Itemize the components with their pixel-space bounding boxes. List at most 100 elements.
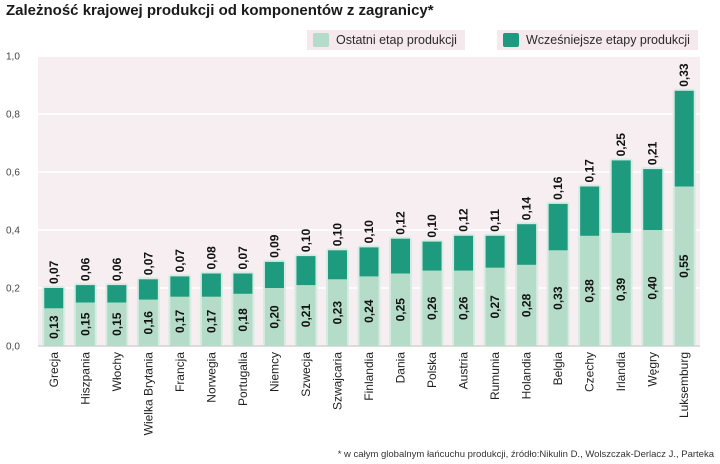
bar-segment-earlier-stages — [391, 238, 411, 274]
bar-segment-last-stage — [75, 302, 95, 346]
bar-segment-last-stage — [580, 235, 600, 346]
bar-value-label-earlier-stages: 0,33 — [677, 63, 691, 87]
bar-value-label-earlier-stages: 0,12 — [457, 208, 471, 232]
y-tick-label: 0,4 — [6, 226, 20, 237]
bar-value-label-last-stage: 0,33 — [551, 286, 565, 310]
bar-segment-last-stage — [485, 267, 505, 346]
bar-segment-earlier-stages — [201, 273, 221, 297]
bar-value-label-last-stage: 0,23 — [330, 301, 344, 325]
bar-segment-last-stage — [643, 230, 663, 346]
x-category-label: Szwecja — [299, 352, 313, 397]
bar-segment-last-stage — [422, 270, 442, 346]
legend-label-last-stage: Ostatni etap produkcji — [336, 33, 457, 47]
bar-value-label-earlier-stages: 0,10 — [330, 223, 344, 247]
bar-segment-earlier-stages — [327, 250, 347, 280]
x-category-label: Norwegia — [204, 352, 218, 403]
bar-value-label-last-stage: 0,21 — [299, 304, 313, 328]
bar-value-label-last-stage: 0,17 — [204, 309, 218, 333]
bar-segment-last-stage — [327, 279, 347, 346]
bar-value-label-last-stage: 0,15 — [78, 312, 92, 336]
bar-segment-earlier-stages — [485, 235, 505, 268]
bar-value-label-earlier-stages: 0,07 — [173, 249, 187, 273]
x-category-label: Francja — [173, 352, 187, 392]
y-tick-label: 0,6 — [6, 168, 20, 179]
bar-value-label-earlier-stages: 0,07 — [47, 260, 61, 284]
bar-segment-last-stage — [611, 232, 631, 346]
bar-segment-earlier-stages — [75, 285, 95, 303]
bar-segment-last-stage — [391, 273, 411, 346]
bar-value-label-last-stage: 0,24 — [362, 299, 376, 323]
bar-value-label-earlier-stages: 0,17 — [583, 159, 597, 183]
bar-segment-last-stage — [296, 285, 316, 346]
legend-item-last-stage: Ostatni etap produkcji — [307, 30, 465, 50]
bar-segment-last-stage — [44, 308, 64, 346]
bar-value-label-last-stage: 0,55 — [677, 254, 691, 278]
bar-value-label-earlier-stages: 0,16 — [551, 176, 565, 200]
bar-segment-earlier-stages — [643, 169, 663, 230]
bar-segment-last-stage — [517, 264, 537, 346]
bar-segment-last-stage — [264, 288, 284, 346]
bar-value-label-last-stage: 0,28 — [520, 293, 534, 317]
bar-value-label-earlier-stages: 0,07 — [141, 252, 155, 276]
bar-value-label-last-stage: 0,13 — [47, 315, 61, 339]
bar-value-label-last-stage: 0,38 — [583, 279, 597, 303]
bar-value-label-last-stage: 0,40 — [646, 276, 660, 300]
legend-item-earlier-stages: Wcześniejsze etapy produkcji — [497, 30, 698, 50]
x-category-label: Hiszpania — [78, 352, 92, 405]
bar-segment-earlier-stages — [44, 288, 64, 309]
legend-swatch-last-stage — [313, 33, 329, 47]
bar-segment-earlier-stages — [359, 247, 379, 277]
y-tick-label: 0,8 — [6, 110, 20, 121]
bar-value-label-last-stage: 0,26 — [457, 296, 471, 320]
bar-value-label-earlier-stages: 0,25 — [614, 133, 628, 157]
x-category-label: Finlandia — [362, 352, 376, 401]
footnote: * w całym globalnym łańcuchu produkcji, … — [337, 449, 714, 460]
x-category-label: Polska — [425, 352, 439, 388]
bar-value-label-earlier-stages: 0,06 — [78, 257, 92, 281]
bar-segment-last-stage — [674, 186, 694, 346]
bar-segment-last-stage — [548, 250, 568, 346]
x-category-label: Rumunia — [488, 352, 502, 400]
bar-value-label-earlier-stages: 0,14 — [520, 197, 534, 221]
x-category-label: Portugalia — [236, 352, 250, 406]
x-category-label: Czechy — [583, 352, 597, 392]
bar-segment-earlier-stages — [548, 203, 568, 251]
bar-value-label-last-stage: 0,27 — [488, 295, 502, 319]
bar-value-label-last-stage: 0,16 — [141, 311, 155, 335]
bar-segment-earlier-stages — [422, 241, 442, 271]
bar-value-label-earlier-stages: 0,11 — [488, 209, 502, 232]
bar-value-label-earlier-stages: 0,08 — [204, 246, 218, 270]
bar-segment-earlier-stages — [611, 160, 631, 233]
bar-segment-earlier-stages — [517, 224, 537, 265]
x-category-label: Węgry — [646, 352, 660, 387]
x-category-label: Austria — [457, 352, 471, 390]
x-category-label: Irlandia — [614, 352, 628, 392]
bar-value-label-last-stage: 0,26 — [425, 296, 439, 320]
y-tick-label: 0,2 — [6, 284, 20, 295]
bar-segment-last-stage — [201, 296, 221, 346]
x-category-label: Dania — [394, 352, 408, 384]
bar-value-label-last-stage: 0,25 — [394, 298, 408, 322]
bar-segment-earlier-stages — [233, 273, 253, 294]
bar-segment-last-stage — [359, 276, 379, 346]
bar-value-label-last-stage: 0,17 — [173, 309, 187, 333]
bar-segment-earlier-stages — [107, 285, 127, 303]
legend-label-earlier-stages: Wcześniejsze etapy produkcji — [526, 33, 690, 47]
bar-segment-last-stage — [170, 296, 190, 346]
bar-value-label-last-stage: 0,18 — [236, 308, 250, 332]
bar-segment-earlier-stages — [296, 256, 316, 286]
x-category-label: Belgia — [551, 352, 565, 386]
x-category-label: Szwajcaria — [330, 352, 344, 410]
y-tick-label: 0,0 — [6, 342, 20, 353]
chart-title: Zależność krajowej produkcji od komponen… — [6, 2, 434, 19]
x-category-label: Niemcy — [267, 352, 281, 392]
x-category-label: Grecja — [47, 352, 61, 388]
bar-segment-earlier-stages — [674, 90, 694, 187]
bar-segment-earlier-stages — [138, 279, 158, 300]
bar-value-label-earlier-stages: 0,10 — [299, 228, 313, 252]
x-category-label: Wielka Brytania — [141, 352, 155, 436]
bar-value-label-last-stage: 0,15 — [110, 312, 124, 336]
x-category-label: Włochy — [110, 352, 124, 391]
x-category-label: Luksemburg — [677, 352, 691, 418]
